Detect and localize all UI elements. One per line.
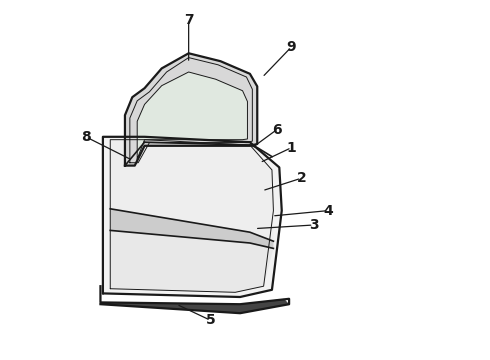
Text: 2: 2 bbox=[296, 171, 306, 185]
Polygon shape bbox=[110, 140, 273, 292]
Polygon shape bbox=[103, 137, 282, 297]
Polygon shape bbox=[110, 140, 273, 243]
Text: 3: 3 bbox=[309, 218, 318, 232]
Text: 4: 4 bbox=[323, 204, 333, 217]
Polygon shape bbox=[110, 230, 273, 292]
Text: 9: 9 bbox=[287, 40, 296, 54]
Text: 5: 5 bbox=[206, 314, 216, 327]
Polygon shape bbox=[137, 72, 247, 159]
Text: 1: 1 bbox=[287, 141, 296, 154]
Text: 8: 8 bbox=[81, 130, 91, 144]
Text: 7: 7 bbox=[184, 13, 194, 27]
Polygon shape bbox=[125, 53, 257, 166]
Polygon shape bbox=[110, 209, 273, 248]
Text: 6: 6 bbox=[272, 123, 282, 136]
Polygon shape bbox=[100, 286, 289, 313]
